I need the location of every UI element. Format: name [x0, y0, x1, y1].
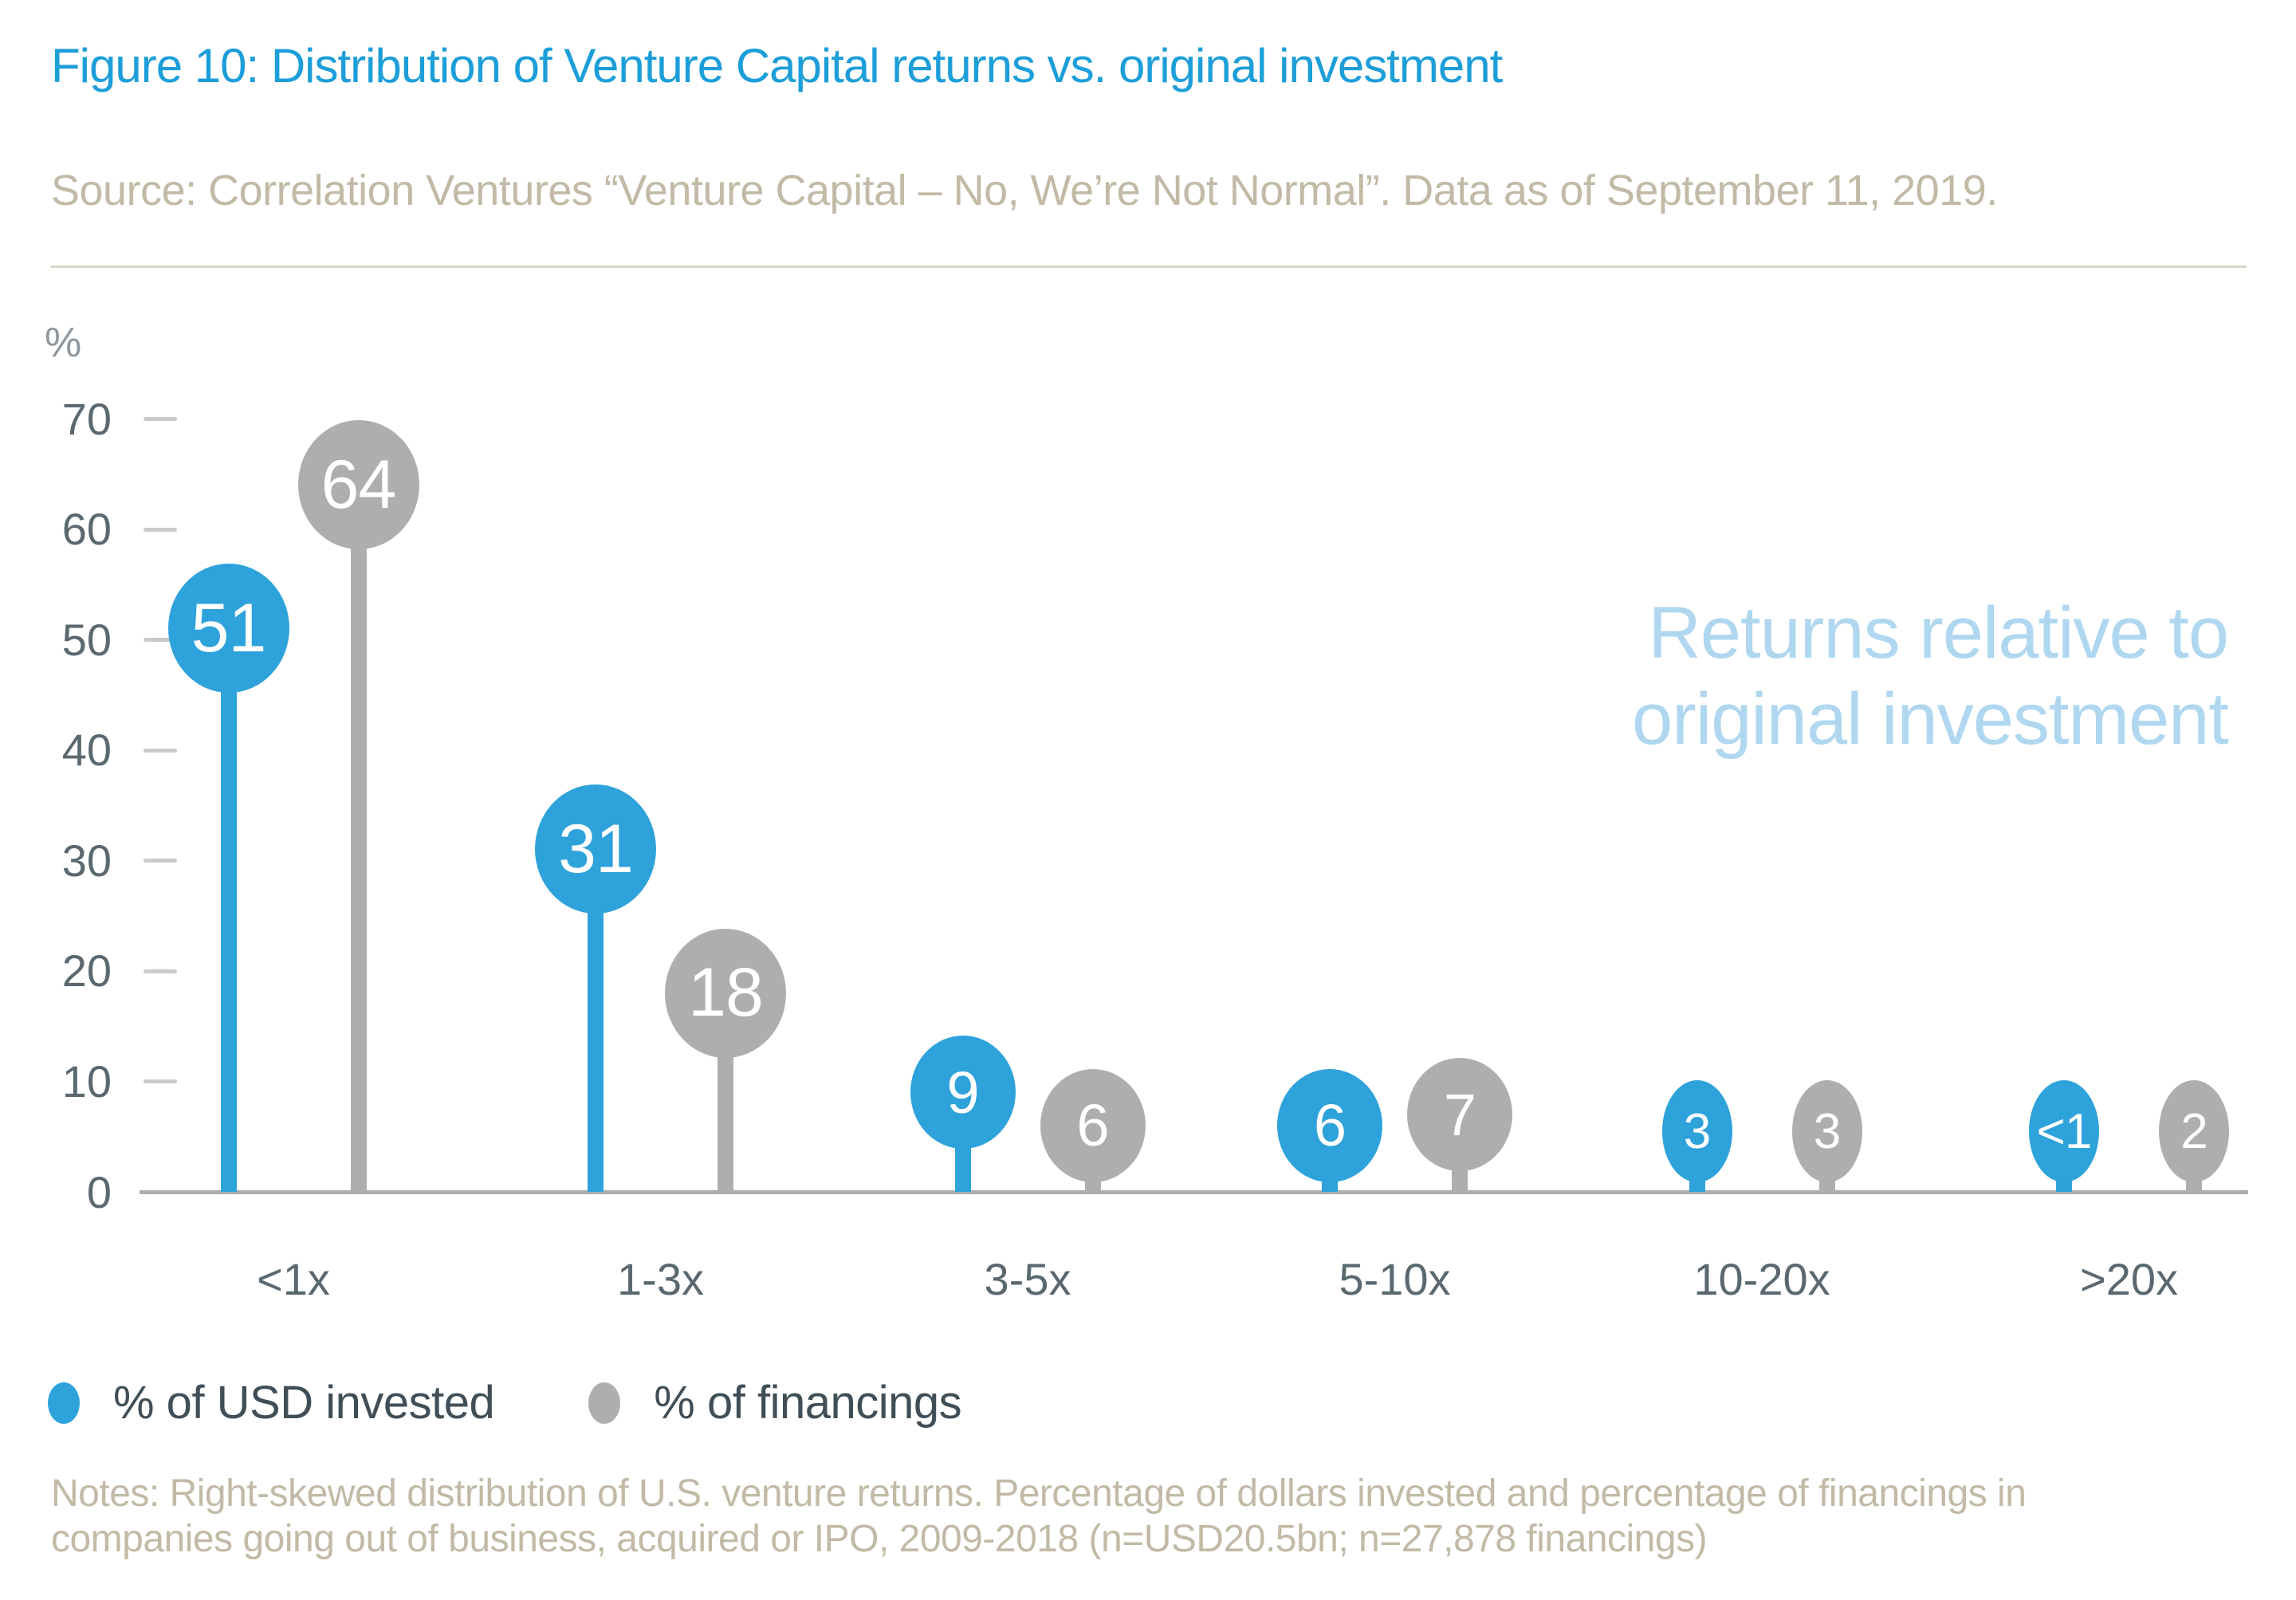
y-tick-label-40: 40	[61, 725, 112, 776]
lollipop-bubble->20x-series1: 2	[2159, 1080, 2229, 1182]
lollipop-bubble-<1x-series1: 64	[297, 420, 419, 550]
figure-notes: Notes: Right-skewed distribution of U.S.…	[51, 1471, 2027, 1562]
lollipop-bubble-10-20x-series1: 3	[1791, 1080, 1862, 1182]
legend: % of USD invested % of financings	[48, 1376, 962, 1429]
lollipop-stick-<1x-series1	[350, 485, 367, 1192]
y-tick-dash-20	[144, 969, 177, 973]
legend-dot-gray-icon	[588, 1382, 621, 1424]
chart-annotation: Returns relative to original investment	[1631, 590, 2229, 762]
figure-source: Source: Correlation Ventures “Venture Ca…	[51, 167, 1998, 214]
lollipop-bubble-1-3x-series1: 18	[665, 928, 786, 1058]
x-axis-label-1-3x: 1-3x	[617, 1254, 704, 1304]
legend-label-usd-invested: % of USD invested	[113, 1377, 495, 1429]
y-tick-dash-50	[144, 638, 177, 643]
y-tick-label-70: 70	[61, 393, 112, 444]
figure-notes-line1: Notes: Right-skewed distribution of U.S.…	[51, 1472, 2027, 1515]
y-tick-dash-30	[144, 859, 177, 863]
y-tick-label-0: 0	[86, 1166, 112, 1217]
lollipop-bubble-<1x-series0: 51	[167, 564, 289, 694]
lollipop-bubble-1-3x-series0: 31	[535, 784, 656, 914]
lollipop-bubble-3-5x-series0: 9	[910, 1036, 1016, 1150]
y-tick-dash-70	[144, 417, 177, 421]
y-tick-dash-10	[144, 1079, 177, 1084]
x-axis-label-10-20x: 10-20x	[1693, 1254, 1830, 1304]
x-axis-label-3-5x: 3-5x	[984, 1254, 1071, 1304]
legend-label-financings: % of financings	[654, 1377, 962, 1429]
x-axis-label->20x: >20x	[2080, 1254, 2178, 1304]
legend-item-financings: % of financings	[588, 1376, 962, 1429]
chart-annotation-line1: Returns relative to	[1648, 592, 2229, 674]
figure-title: Figure 10: Distribution of Venture Capit…	[51, 39, 1503, 92]
y-tick-dash-60	[144, 527, 177, 532]
lollipop-bubble-5-10x-series0: 6	[1277, 1068, 1382, 1182]
y-tick-label-20: 20	[61, 945, 112, 997]
figure-notes-line2: companies going out of business, acquire…	[51, 1518, 1708, 1560]
y-tick-label-30: 30	[61, 835, 112, 886]
y-tick-label-50: 50	[61, 614, 112, 665]
header-divider	[51, 265, 2247, 268]
lollipop-bubble->20x-series0: <1	[2029, 1080, 2099, 1182]
legend-item-usd-invested: % of USD invested	[48, 1376, 495, 1429]
x-axis-label-<1x: <1x	[257, 1254, 330, 1304]
legend-dot-blue-icon	[48, 1382, 80, 1424]
lollipop-bubble-5-10x-series1: 7	[1407, 1058, 1512, 1171]
lollipop-bubble-3-5x-series1: 6	[1040, 1068, 1146, 1182]
y-axis-unit-label: %	[45, 320, 82, 366]
y-tick-label-10: 10	[61, 1056, 112, 1107]
x-axis-baseline	[140, 1190, 2248, 1194]
lollipop-stick-1-3x-series0	[588, 849, 603, 1192]
lollipop-stick-<1x-series0	[220, 628, 237, 1192]
x-axis-label-5-10x: 5-10x	[1339, 1254, 1451, 1304]
chart-annotation-line2: original investment	[1631, 678, 2229, 760]
y-tick-dash-40	[144, 748, 177, 753]
y-tick-label-60: 60	[61, 504, 112, 555]
lollipop-bubble-10-20x-series0: 3	[1661, 1080, 1732, 1182]
